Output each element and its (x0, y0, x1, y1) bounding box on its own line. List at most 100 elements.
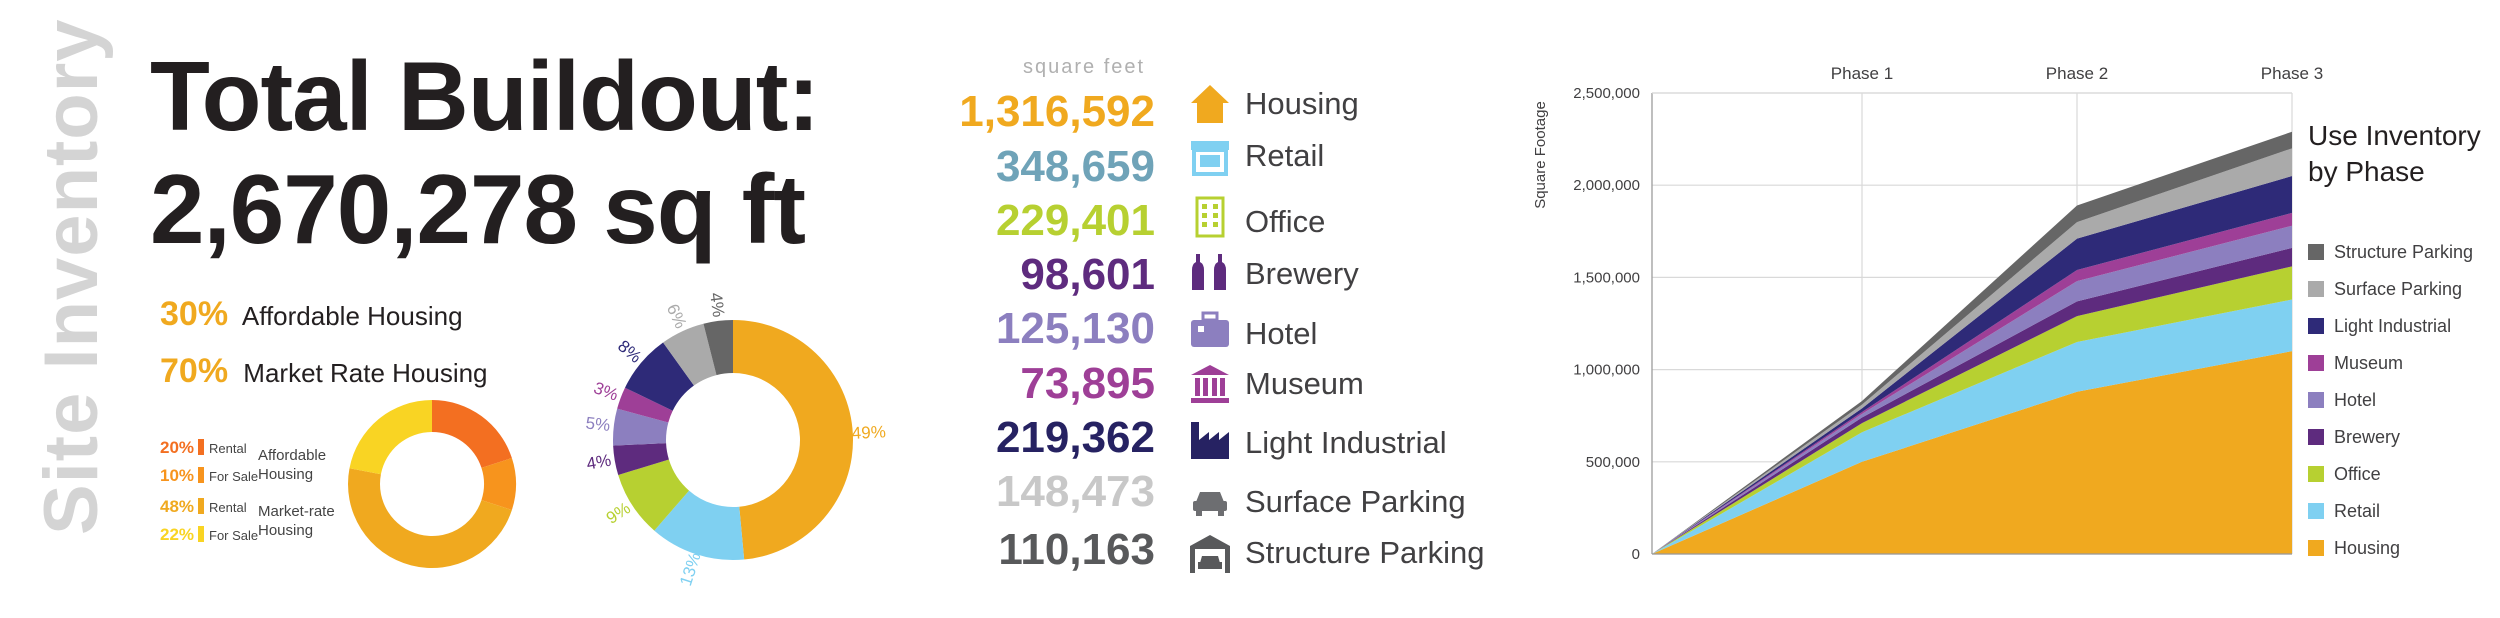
detail-pct: 20% (160, 438, 195, 457)
light-industrial-sqft: 219,362 (995, 413, 1155, 462)
y-tick-label: 500,000 (1586, 454, 1640, 471)
headline-line-1: Total Buildout: (150, 41, 820, 151)
brewery-sqft: 98,601 (1020, 250, 1155, 299)
donut-slice (663, 323, 717, 386)
structure-parking-sqft: 110,163 (998, 525, 1155, 574)
housing-detail-row: 48% Rental (160, 497, 247, 517)
legend-label: Light Industrial (2334, 316, 2452, 336)
office-building-icon (1195, 196, 1225, 238)
y-tick-label: 1,500,000 (1573, 269, 1640, 286)
area-layer-office (1652, 266, 2292, 554)
legend-swatch (2308, 318, 2324, 334)
phase-area-chart: 0 500,000 1,000,000 1,500,000 2,000,000 2,500… (1532, 64, 2323, 563)
housing-donut-chart (348, 400, 516, 568)
donut-slice-label: 3% (591, 378, 621, 404)
area-chart-title: Use Inventory by Phase (2308, 120, 2481, 187)
group-label-market: Market-rate Housing (258, 503, 335, 539)
donut-slice (432, 400, 512, 468)
y-tick-label: 0 (1632, 546, 1640, 563)
donut-slice (654, 490, 745, 560)
structure-parking-label: Structure Parking (1245, 535, 1485, 570)
donut-slice (733, 320, 854, 560)
bottles-icon (1192, 254, 1226, 290)
detail-swatch (198, 498, 204, 514)
housing-detail-row: 22% For Sale (160, 525, 258, 545)
detail-label: For Sale (209, 528, 259, 543)
museum-sqft: 73,895 (1020, 359, 1155, 408)
area-layer-light-industrial (1652, 175, 2292, 555)
donut-slice-label: 5% (585, 413, 611, 435)
office-sqft: 229,401 (995, 196, 1155, 245)
x-tick-label: Phase 1 (1831, 64, 1893, 83)
y-tick-label: 2,500,000 (1573, 85, 1640, 102)
legend-item: Light Industrial (2308, 316, 2451, 336)
donut-slice-label: 4% (706, 292, 728, 319)
storefront-icon (1191, 141, 1229, 176)
legend-label: Surface Parking (2334, 279, 2463, 299)
use-share-donut-chart: 49% 13% 9% 4% 5% 3% 8% 6% 4% (585, 292, 887, 589)
donut-slice (703, 320, 733, 376)
market-pct: 70% (160, 352, 229, 390)
legend-swatch (2308, 392, 2324, 408)
donut-slice (613, 443, 669, 475)
donut-slice (624, 342, 694, 411)
legend-swatch (2308, 281, 2324, 297)
legend-label: Brewery (2334, 427, 2401, 447)
surface-parking-sqft: 148,473 (995, 467, 1155, 516)
detail-label: Rental (209, 500, 247, 515)
legend-swatch (2308, 244, 2324, 260)
detail-pct: 10% (160, 466, 195, 485)
square-feet-label: square feet (1023, 56, 1146, 78)
legend-label: Structure Parking (2334, 242, 2474, 262)
legend-item: Office (2308, 464, 2381, 484)
market-housing-share: 70% Market Rate Housing (160, 352, 488, 391)
hotel-label: Hotel (1245, 316, 1318, 351)
housing-detail-row: 10% For Sale (160, 466, 258, 486)
area-layer-housing (1652, 351, 2292, 554)
affordable-pct: 30% (160, 295, 229, 333)
housing-detail-row: 20% Rental (160, 438, 247, 458)
suitcase-icon (1191, 311, 1229, 347)
legend-label: Hotel (2334, 390, 2377, 410)
legend-swatch (2308, 429, 2324, 445)
detail-swatch (198, 467, 204, 483)
headline-line-2: 2,670,278 sq ft (150, 154, 806, 264)
museum-label: Museum (1245, 366, 1364, 401)
detail-swatch (198, 439, 204, 455)
factory-icon (1191, 422, 1229, 459)
legend-item: Brewery (2308, 427, 2400, 447)
retail-label: Retail (1245, 138, 1325, 173)
donut-slice (617, 387, 673, 423)
legend-label: Retail (2334, 501, 2381, 521)
legend-item: Retail (2308, 501, 2380, 521)
housing-sqft: 1,316,592 (959, 87, 1155, 136)
group-label-affordable: Affordable Housing (258, 447, 327, 483)
y-tick-label: 1,000,000 (1573, 362, 1640, 379)
donut-slice (349, 400, 432, 475)
donut-slice-label: 9% (603, 499, 634, 528)
legend-swatch (2308, 466, 2324, 482)
housing-label: Housing (1245, 86, 1359, 121)
hotel-sqft: 125,130 (995, 304, 1155, 353)
legend-swatch (2308, 503, 2324, 519)
donut-slice (481, 458, 516, 510)
legend-item: Surface Parking (2308, 279, 2462, 299)
legend-swatch (2308, 540, 2324, 556)
light-industrial-label: Light Industrial (1245, 425, 1447, 460)
y-axis-label: Square Footage (1532, 101, 1549, 209)
market-label: Market Rate Housing (243, 358, 488, 388)
x-tick-label: Phase 2 (2046, 64, 2108, 83)
detail-label: Rental (209, 441, 247, 456)
garage-icon (1190, 535, 1230, 573)
legend-swatch (2308, 355, 2324, 371)
detail-pct: 22% (160, 525, 195, 544)
donut-slice-label: 13% (676, 550, 705, 588)
area-layer-retail (1652, 299, 2292, 554)
retail-sqft: 348,659 (995, 142, 1155, 191)
house-icon (1191, 85, 1229, 123)
area-layer-brewery (1652, 247, 2292, 554)
x-tick-label: Phase 3 (2261, 64, 2323, 83)
legend-item: Structure Parking (2308, 242, 2473, 262)
legend-item: Hotel (2308, 390, 2376, 410)
